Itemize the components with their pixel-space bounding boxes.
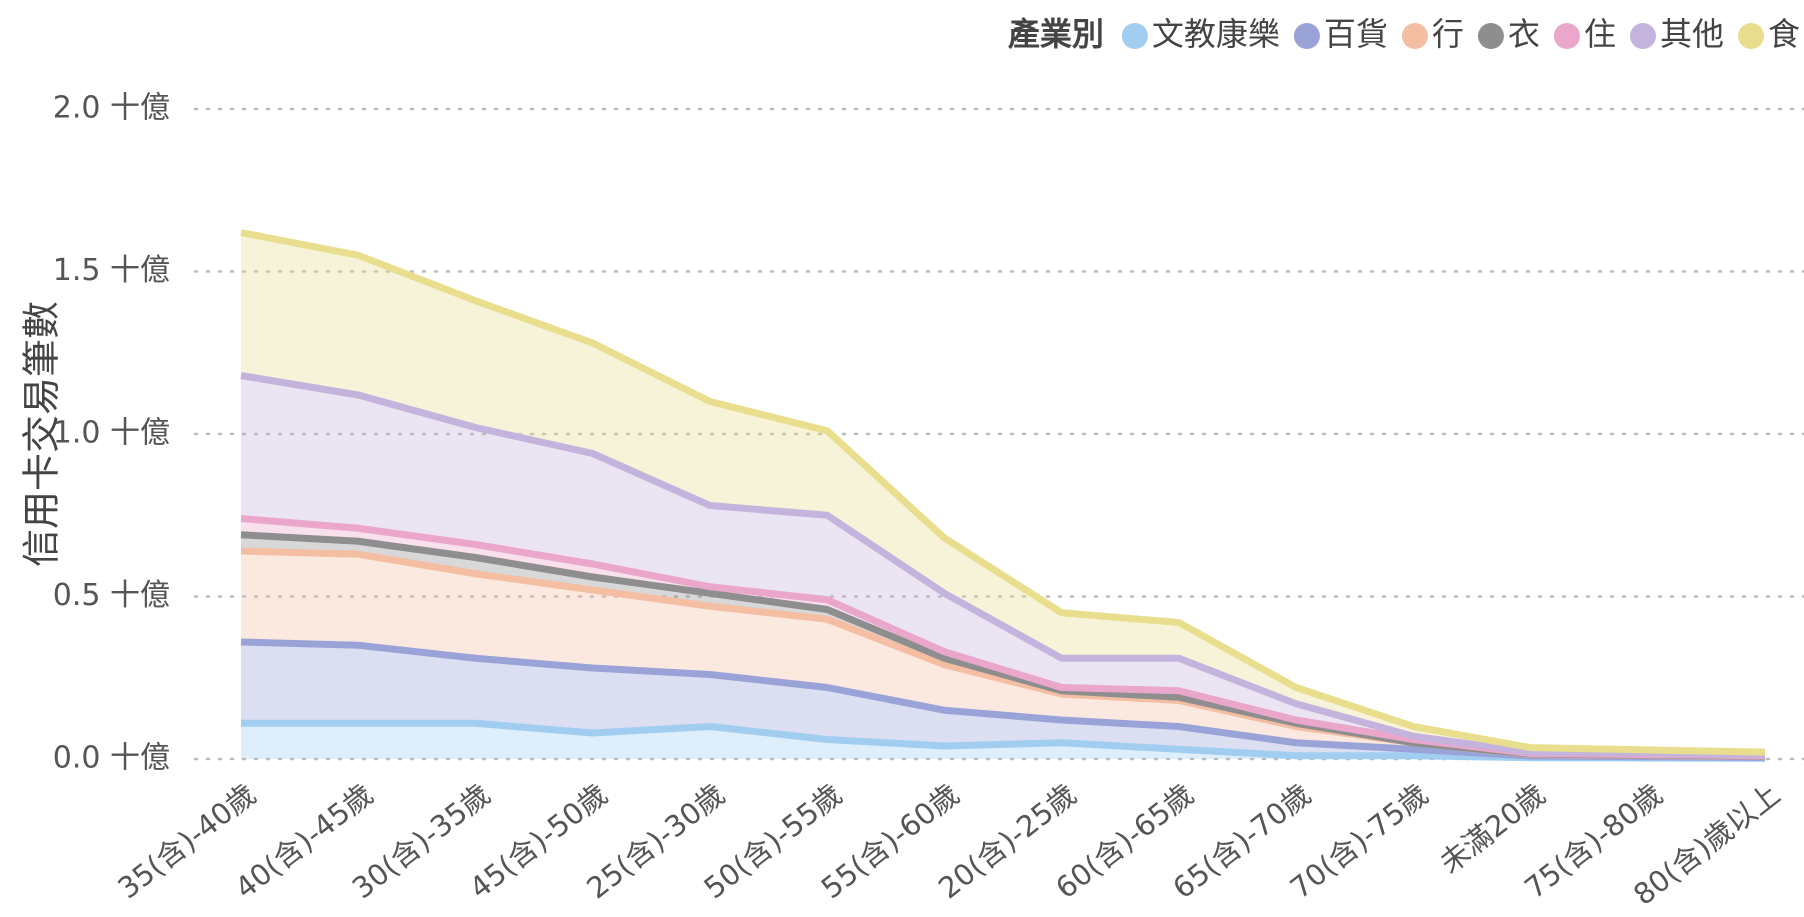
- legend-marker: [1553, 23, 1580, 49]
- area: [241, 534, 1765, 757]
- legend-marker: [1121, 23, 1148, 49]
- legend-marker: [1629, 23, 1656, 49]
- x-tick-label: 未滿20歲: [1433, 777, 1552, 880]
- y-tick-label: 1.5 十億: [53, 253, 170, 288]
- y-tick-label: 1.0 十億: [53, 416, 170, 451]
- legend-label: 住: [1584, 15, 1616, 53]
- legend-label: 其他: [1660, 15, 1724, 53]
- lines: [240, 229, 1766, 762]
- y-tick-label: 2.0 十億: [53, 91, 170, 126]
- y-axis-label: 信用卡交易筆數: [20, 301, 64, 567]
- legend-marker: [1737, 23, 1764, 49]
- legend-title: 產業別: [1008, 15, 1104, 53]
- legend-label: 文教康樂: [1152, 15, 1280, 53]
- legend-label: 衣: [1508, 15, 1540, 53]
- legend-label: 百貨: [1324, 15, 1388, 53]
- legend-label: 食: [1768, 15, 1800, 53]
- legend-marker: [1293, 23, 1320, 49]
- legend: 產業別 文教康樂 百貨 行 衣 住 其他 食: [1008, 15, 1800, 53]
- line: [240, 229, 1766, 756]
- y-tick-label: 0.5 十億: [53, 578, 170, 613]
- area: [241, 232, 1765, 755]
- line: [240, 372, 1766, 759]
- legend-marker: [1401, 23, 1428, 49]
- area: [241, 375, 1765, 756]
- y-tick-label: 0.0 十億: [53, 741, 170, 776]
- legend-label: 行: [1432, 15, 1464, 53]
- area: [241, 551, 1765, 758]
- legend-marker: [1477, 23, 1504, 49]
